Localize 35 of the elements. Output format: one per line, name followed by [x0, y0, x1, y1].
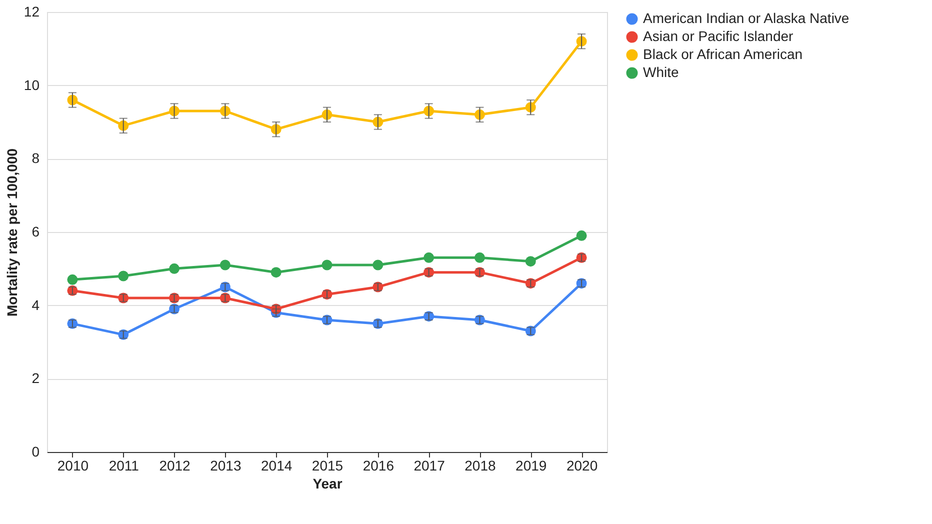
x-tick-label: 2013: [210, 458, 242, 474]
point: [372, 260, 384, 270]
point: [322, 260, 332, 270]
legend-label: White: [643, 64, 679, 80]
point: [424, 252, 434, 263]
point: [118, 270, 129, 282]
legend-label: Asian or Pacific Islander: [643, 28, 794, 44]
legend-label: American Indian or Alaska Native: [643, 10, 850, 26]
x-tick-label: 2017: [414, 458, 446, 474]
x-tick-label: 2016: [362, 458, 394, 474]
x-tick-label: 2015: [312, 458, 344, 474]
x-axis-title: Year: [312, 476, 343, 492]
y-axis-title: Mortality rate per 100,000: [4, 148, 20, 317]
y-tick-label: 10: [24, 76, 40, 93]
y-tick-label: 12: [24, 4, 40, 20]
x-tick-label: 2011: [108, 458, 140, 474]
x-tick-label: 2012: [159, 458, 191, 474]
point: [67, 274, 78, 285]
x-tick-label: 2014: [261, 458, 292, 474]
point: [169, 263, 180, 274]
y-tick-label: 6: [32, 224, 40, 240]
point: [525, 256, 536, 267]
point: [270, 267, 282, 278]
point: [474, 252, 485, 263]
legend-label: Black or African American: [643, 46, 803, 62]
y-tick-label: 0: [32, 444, 40, 460]
x-tick-label: 2010: [57, 458, 89, 474]
y-tick-label: 8: [32, 150, 40, 166]
point: [576, 230, 587, 241]
y-tick-label: 2: [32, 370, 40, 386]
x-tick-label: 2020: [566, 458, 598, 474]
point: [220, 260, 230, 270]
x-tick-label: 2019: [516, 458, 547, 474]
y-tick-label: 4: [32, 296, 40, 313]
x-tick-label: 2018: [464, 458, 496, 474]
